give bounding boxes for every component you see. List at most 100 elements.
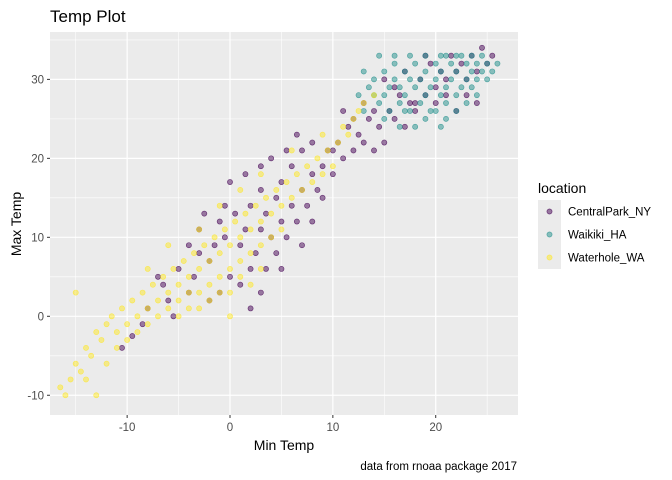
point-waikiki-ha [401,68,408,75]
point-centralpark-ny [201,210,208,217]
point-waterhole-wa [350,115,357,122]
point-waterhole-wa [371,92,377,99]
point-waterhole-wa [293,171,300,178]
point-waterhole-wa [175,313,182,320]
point-centralpark-ny [427,60,434,67]
point-centralpark-ny [257,187,264,193]
point-waikiki-ha [391,60,398,67]
point-centralpark-ny [396,92,403,99]
y-axis-ticks: -10 0 10 20 30 [27,74,50,402]
point-waterhole-wa [77,368,84,375]
point-centralpark-ny [299,242,305,249]
point-waterhole-wa [88,352,95,359]
point-waterhole-wa [134,329,141,335]
point-waterhole-wa [155,313,161,320]
point-centralpark-ny [129,333,136,339]
point-waterhole-wa [314,155,321,162]
point-waterhole-wa [268,234,275,241]
point-waikiki-ha [417,76,424,83]
point-centralpark-ny [309,218,316,225]
point-waterhole-wa [175,281,182,288]
point-waikiki-ha [396,100,403,106]
point-waterhole-wa [237,187,244,193]
point-centralpark-ny [371,108,377,114]
point-centralpark-ny [268,155,275,162]
point-centralpark-ny [329,147,336,154]
point-waterhole-wa [257,218,264,225]
point-waterhole-wa [221,226,228,233]
point-centralpark-ny [288,163,295,170]
point-centralpark-ny [155,273,161,280]
point-centralpark-ny [371,147,377,154]
point-centralpark-ny [376,123,383,130]
point-waikiki-ha [448,76,455,83]
point-waterhole-wa [196,226,203,233]
point-waterhole-wa [345,131,352,138]
y-tick-label: 10 [31,232,44,244]
point-waterhole-wa [263,194,269,201]
point-centralpark-ny [283,147,290,154]
legend-label: Waterhole_WA [568,253,645,265]
point-centralpark-ny [263,210,269,217]
point-waikiki-ha [437,92,444,99]
point-centralpark-ny [340,108,347,114]
point-centralpark-ny [185,242,192,249]
point-waterhole-wa [196,305,203,312]
point-waikiki-ha [458,84,465,91]
point-waikiki-ha [484,76,491,83]
point-waterhole-wa [191,250,197,257]
point-waterhole-wa [185,273,192,280]
point-waikiki-ha [360,68,367,75]
point-centralpark-ny [355,131,362,138]
point-centralpark-ny [473,100,480,106]
point-centralpark-ny [257,289,264,296]
point-centralpark-ny [407,100,413,106]
point-centralpark-ny [319,163,326,170]
point-centralpark-ny [458,60,465,67]
point-waterhole-wa [324,147,331,154]
point-waikiki-ha [484,60,491,67]
point-centralpark-ny [473,68,480,75]
x-tick-label: -10 [119,422,136,434]
point-waikiki-ha [443,115,449,122]
chart-title: Temp Plot [50,7,126,26]
x-tick-label: 0 [227,422,233,434]
point-centralpark-ny [247,266,254,272]
point-waikiki-ha [407,76,413,83]
point-centralpark-ny [221,202,228,209]
point-centralpark-ny [211,242,218,249]
point-centralpark-ny [479,44,485,51]
point-waterhole-wa [309,179,316,185]
point-waterhole-wa [242,210,249,217]
point-waikiki-ha [371,76,377,83]
point-waikiki-ha [427,108,434,114]
point-waterhole-wa [227,289,233,296]
point-waterhole-wa [247,281,254,288]
point-waterhole-wa [268,210,275,217]
point-waikiki-ha [422,92,429,99]
point-waikiki-ha [473,60,480,67]
point-centralpark-ny [263,266,269,272]
point-waterhole-wa [108,313,115,320]
point-waikiki-ha [463,76,470,83]
point-waterhole-wa [247,250,254,257]
point-centralpark-ny [288,202,295,209]
point-centralpark-ny [329,171,336,178]
point-waterhole-wa [62,392,69,399]
point-waterhole-wa [196,289,203,296]
point-waterhole-wa [232,218,239,225]
point-centralpark-ny [242,226,249,233]
point-waikiki-ha [468,52,475,59]
legend-key-waikiki-ha [546,231,553,238]
point-waterhole-wa [216,289,223,296]
point-centralpark-ny [237,281,244,288]
point-waikiki-ha [473,92,480,99]
point-waterhole-wa [72,289,79,296]
point-waterhole-wa [288,194,295,201]
point-centralpark-ny [489,52,496,59]
point-waikiki-ha [473,76,480,83]
point-centralpark-ny [257,163,264,170]
point-waikiki-ha [376,100,383,106]
point-waterhole-wa [165,305,172,312]
point-waikiki-ha [376,52,383,59]
